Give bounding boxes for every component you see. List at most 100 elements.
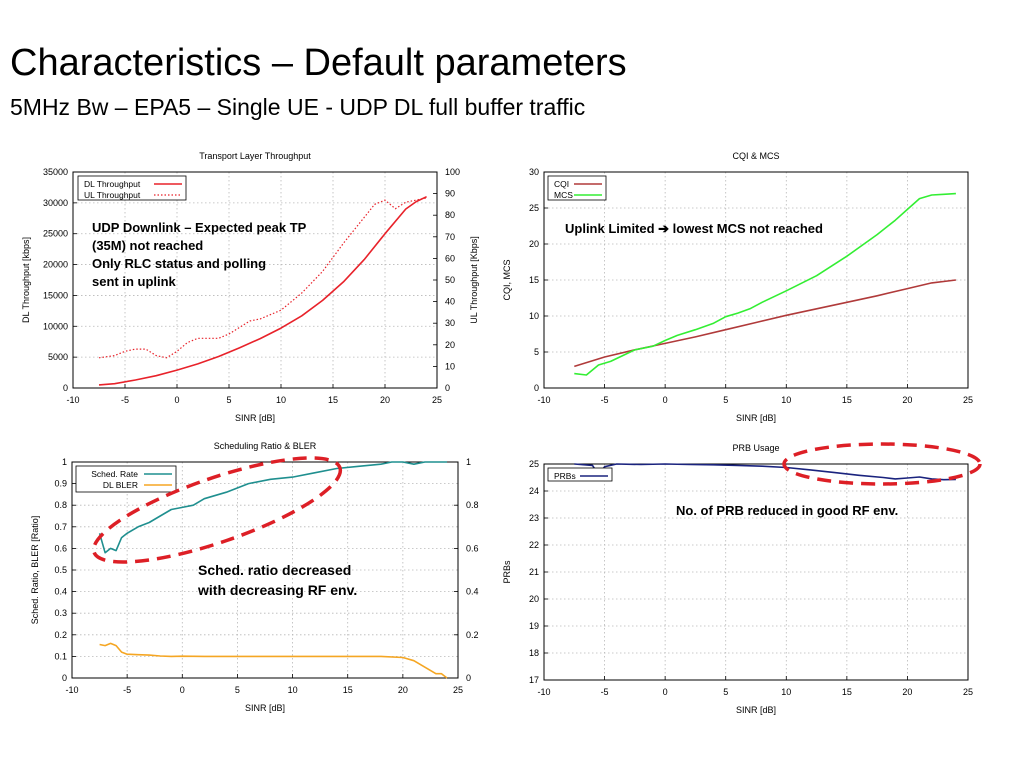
annotation-text: Sched. ratio decreased [198, 562, 351, 578]
y-tick-label: 0.7 [54, 522, 67, 532]
x-tick-label: 10 [276, 395, 286, 405]
y2-axis-label: UL Throughput [Kbps] [469, 236, 479, 324]
chart-title: Scheduling Ratio & BLER [214, 441, 317, 451]
x-tick-label: 15 [343, 685, 353, 695]
annotation-text: (35M) not reached [92, 238, 203, 253]
x-tick-label: -5 [601, 687, 609, 697]
x-tick-label: 5 [723, 687, 728, 697]
x-tick-label: -5 [121, 395, 129, 405]
x-axis-label: SINR [dB] [235, 413, 275, 423]
x-tick-label: -10 [65, 685, 78, 695]
legend-label: PRBs [554, 471, 576, 481]
y-tick-label: 1 [62, 457, 67, 467]
y2-tick-label: 80 [445, 210, 455, 220]
chart-sched-bler: -10 -5 0 5 10 15 20 2500.10.20.30.40.50.60.70.8… [30, 441, 479, 713]
legend-label: Sched. Rate [91, 469, 138, 479]
chart-prb: -10 -5 0 5 10 15 20 25 17 18 19 20 21 22 23 24 25 PRB Usa… [502, 443, 973, 715]
y-tick-label: 0.8 [54, 500, 67, 510]
x-tick-label: 0 [180, 685, 185, 695]
y-tick-label: 25 [529, 459, 539, 469]
legend-label: UL Throughput [84, 190, 141, 200]
x-tick-label: 20 [902, 687, 912, 697]
legend-box [547, 467, 613, 482]
y-tick-label: 20 [529, 594, 539, 604]
y-tick-label: 24 [529, 486, 539, 496]
y-tick-label: 35000 [43, 167, 68, 177]
annotation-text: UDP Downlink – Expected peak TP [92, 220, 307, 235]
x-tick-label: 20 [902, 395, 912, 405]
y-tick-label: 0.5 [54, 565, 67, 575]
y2-tick-label: 1 [466, 457, 471, 467]
annotation-text: with decreasing RF env. [197, 582, 357, 598]
annotation-text: sent in uplink [92, 274, 177, 289]
y-tick-label: 20000 [43, 260, 68, 270]
x-axis-label: SINR [dB] [736, 705, 776, 715]
x-tick-label: -10 [537, 687, 550, 697]
annotation-text: No. of PRB reduced in good RF env. [676, 503, 898, 518]
y2-tick-label: 50 [445, 275, 455, 285]
series-line-ul-throughput [98, 197, 427, 359]
y-tick-label: 0.1 [54, 651, 67, 661]
y-tick-label: 22 [529, 540, 539, 550]
y-tick-label: 10000 [43, 321, 68, 331]
y-tick-label: 0 [63, 383, 68, 393]
y2-tick-label: 0.8 [466, 500, 479, 510]
y2-tick-label: 0.4 [466, 587, 479, 597]
y2-tick-label: 0.6 [466, 543, 479, 553]
y2-tick-label: 0 [466, 673, 471, 683]
y-axis-label: PRBs [502, 560, 512, 584]
y-axis-label: CQI, MCS [502, 259, 512, 300]
x-tick-label: 5 [226, 395, 231, 405]
y2-tick-label: 20 [445, 340, 455, 350]
y-tick-label: 19 [529, 621, 539, 631]
chart-title: CQI & MCS [732, 151, 779, 161]
y-tick-label: 25 [529, 203, 539, 213]
y-tick-label: 0.9 [54, 479, 67, 489]
legend-label: DL BLER [103, 480, 138, 490]
highlight-ellipse-sched [91, 456, 343, 564]
legend-box [547, 175, 607, 201]
y-tick-label: 23 [529, 513, 539, 523]
y-tick-label: 0.2 [54, 630, 67, 640]
y2-tick-label: 60 [445, 253, 455, 263]
x-tick-label: -10 [66, 395, 79, 405]
x-tick-label: 20 [398, 685, 408, 695]
legend-box [75, 465, 177, 493]
x-tick-label: 20 [380, 395, 390, 405]
y-tick-label: 5000 [48, 352, 68, 362]
x-tick-label: 0 [663, 687, 668, 697]
chart-title: Transport Layer Throughput [199, 151, 311, 161]
x-axis-label: SINR [dB] [736, 413, 776, 423]
annotation-text: Uplink Limited ➔ lowest MCS not reached [565, 221, 823, 236]
x-axis-label: SINR [dB] [245, 703, 285, 713]
y-tick-label: 0.4 [54, 587, 67, 597]
slide-title: Characteristics – Default parameters [10, 42, 627, 84]
x-tick-label: 25 [432, 395, 442, 405]
y-tick-label: 10 [529, 311, 539, 321]
x-tick-label: 10 [781, 395, 791, 405]
y-tick-label: 17 [529, 675, 539, 685]
y2-tick-label: 10 [445, 361, 455, 371]
x-tick-label: 10 [288, 685, 298, 695]
x-tick-label: 5 [723, 395, 728, 405]
x-tick-label: 15 [842, 687, 852, 697]
legend-box [77, 175, 187, 201]
series-line-dl-bler [99, 642, 448, 679]
chart-title: PRB Usage [732, 443, 779, 453]
annotation-text: Only RLC status and polling [92, 256, 266, 271]
x-tick-label: 5 [235, 685, 240, 695]
legend-label: CQI [554, 179, 569, 189]
series-line-mcs [574, 192, 956, 376]
y-tick-label: 0 [534, 383, 539, 393]
plot-frame [72, 171, 438, 389]
series-line-dl-throughput [98, 195, 427, 386]
y-tick-label: 5 [534, 347, 539, 357]
y-axis-label: Sched. Ratio, BLER [Ratio] [30, 516, 40, 625]
y2-tick-label: 0.2 [466, 630, 479, 640]
series-line-prbs [574, 463, 956, 481]
y-axis-label: DL Throughput [kbps] [21, 237, 31, 323]
x-tick-label: 15 [842, 395, 852, 405]
series-line-sched-rate [98, 461, 447, 554]
x-tick-label: 25 [963, 687, 973, 697]
